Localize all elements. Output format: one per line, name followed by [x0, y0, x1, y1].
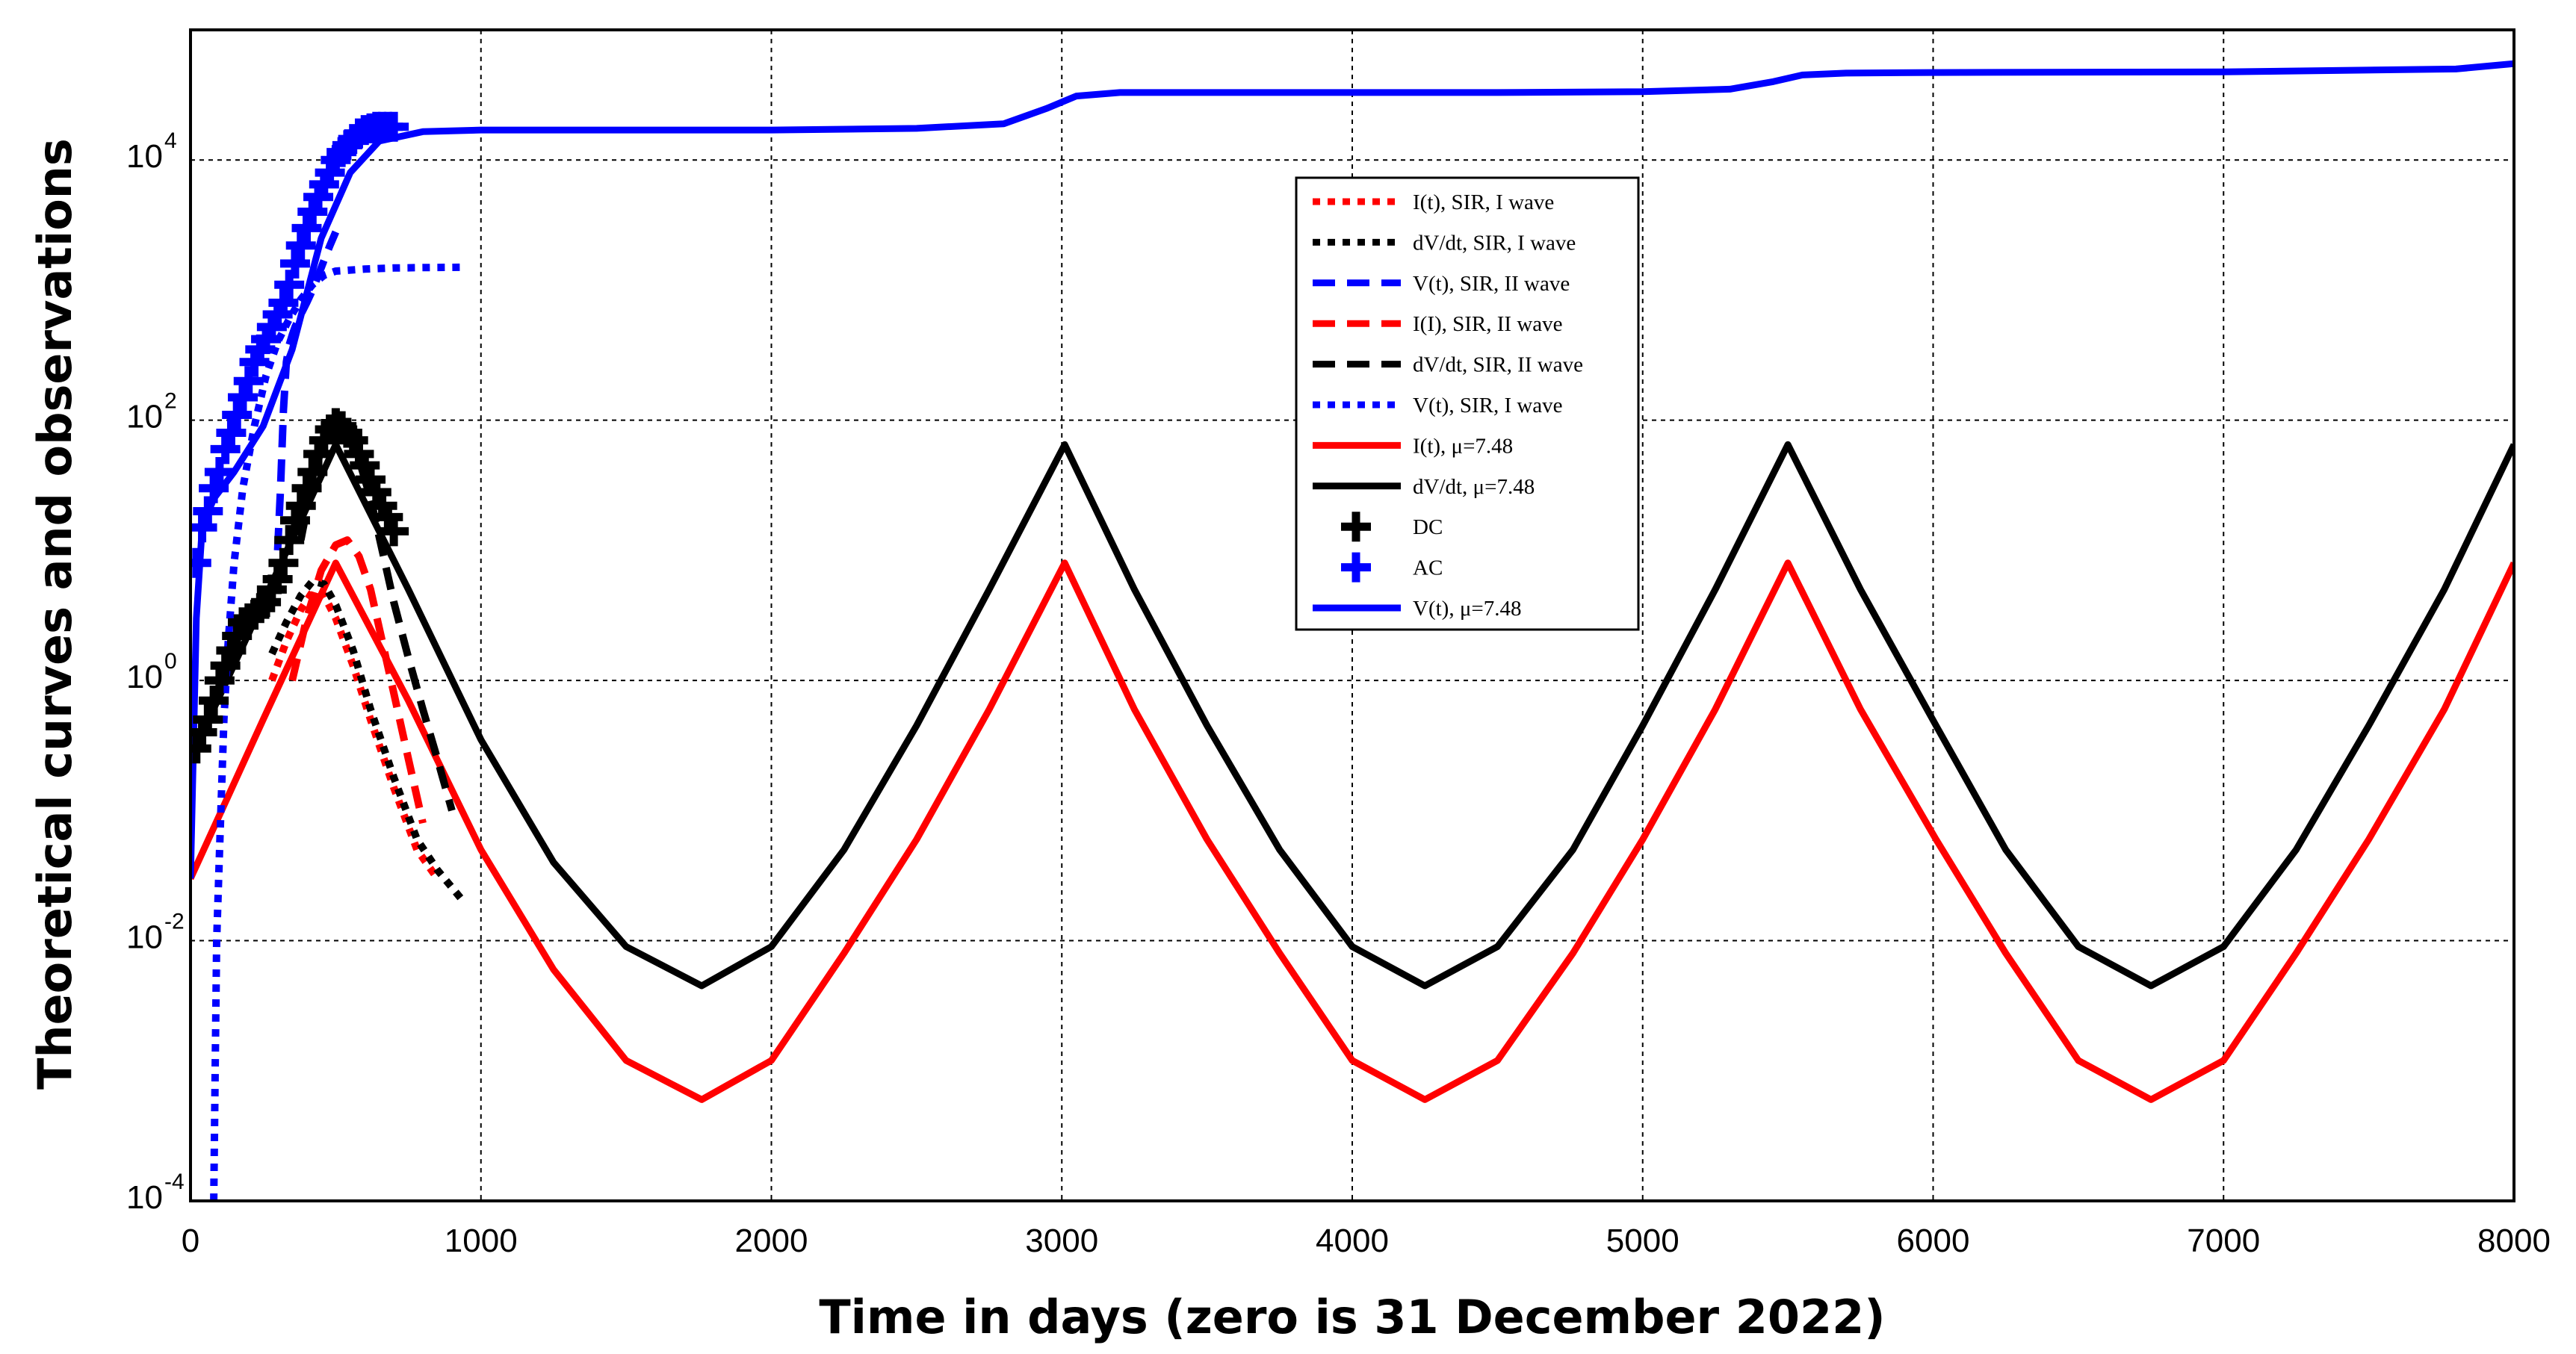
legend-entry-v-t-sir-ii-wave: V(t), SIR, II wave: [1313, 272, 1570, 296]
legend-label: dV/dt, μ=7.48: [1413, 475, 1535, 499]
x-tick-label: 6000: [1897, 1223, 1970, 1259]
data-point: [379, 516, 409, 547]
y-tick-exponent: 2: [164, 389, 177, 414]
legend-entry-dc: DC: [1341, 512, 1443, 542]
x-tick-label: 3000: [1025, 1223, 1098, 1259]
data-point: [291, 213, 322, 243]
x-tick-label: 1000: [445, 1223, 518, 1259]
x-axis-title: Time in days (zero is 31 December 2022): [819, 1290, 1885, 1344]
data-point: [297, 196, 328, 227]
legend-entry-ac: AC: [1341, 552, 1443, 583]
legend-entry-i-i-sir-ii-wave: I(I), SIR, II wave: [1313, 312, 1563, 336]
legend-label: I(I), SIR, II wave: [1413, 312, 1563, 336]
data-point: [191, 547, 211, 578]
data-point: [210, 434, 241, 465]
y-tick-label: 10: [126, 919, 163, 956]
legend-label: I(t), μ=7.48: [1413, 434, 1513, 458]
legend: I(t), SIR, I wave dV/dt, SIR, I wave V(t),…: [1295, 176, 1640, 631]
data-point: [262, 564, 293, 594]
x-tick-label: 2000: [735, 1223, 808, 1259]
legend-label: dV/dt, SIR, II wave: [1413, 353, 1583, 377]
data-point: [279, 248, 310, 279]
series-v-t-sir-ii-wave-line: [273, 230, 339, 551]
data-point: [204, 665, 235, 696]
legend-entry-dv-dt-sir-i-wave: dV/dt, SIR, I wave: [1313, 231, 1576, 255]
legend-entry-dv-dt-sir-ii-wave: dV/dt, SIR, II wave: [1313, 353, 1583, 377]
legend-entry-dv-dt-7-48: dV/dt, μ=7.48: [1313, 475, 1535, 499]
legend-label: DC: [1413, 515, 1443, 539]
series-dv-dt-sir-i-wave-line: [268, 577, 467, 904]
legend-entry-i-t-7-48: I(t), μ=7.48: [1313, 434, 1513, 458]
legend-marker: [1341, 552, 1371, 583]
legend-entry-v-t-sir-i-wave: V(t), SIR, I wave: [1313, 394, 1563, 417]
y-tick-label: 10: [126, 399, 163, 435]
data-point: [279, 505, 310, 535]
series-ac: [191, 111, 409, 578]
data-point: [222, 400, 253, 430]
series-dv-dt-sir-ii-wave-line: [297, 422, 456, 812]
legend-entry-i-t-sir-i-wave: I(t), SIR, I wave: [1313, 190, 1554, 214]
data-point: [268, 547, 299, 578]
x-tick-label: 4000: [1316, 1223, 1389, 1259]
data-point: [199, 473, 229, 503]
data-point: [233, 366, 264, 397]
series-dv-dt-7-48-line: [191, 441, 2514, 990]
series-v-t-7-48-line: [191, 60, 2514, 879]
y-axis-title: Theoretical curves and observations: [28, 138, 82, 1090]
series-i-i-sir-ii-wave-line: [288, 536, 427, 824]
x-tick-label: 8000: [2477, 1223, 2551, 1259]
plot-frame: [189, 28, 2515, 1202]
x-tick-label: 7000: [2187, 1223, 2260, 1259]
data-point: [285, 230, 316, 261]
y-tick-exponent: 0: [164, 649, 177, 674]
data-point: [379, 111, 409, 142]
data-point: [350, 450, 380, 481]
data-point: [210, 650, 241, 681]
y-tick-exponent: -4: [164, 1170, 185, 1194]
data-point: [199, 686, 229, 716]
series-layer: [191, 60, 2514, 1201]
y-tick-label: 10: [126, 659, 163, 695]
data-point: [274, 525, 305, 556]
y-tick-exponent: -2: [164, 910, 185, 934]
legend-label: I(t), SIR, I wave: [1413, 190, 1554, 214]
legend-label: V(t), μ=7.48: [1413, 597, 1521, 621]
x-tick-label: 0: [182, 1223, 199, 1259]
series-i-t-7-48-line: [191, 559, 2514, 1103]
legend-label: AC: [1413, 556, 1443, 580]
data-point: [216, 417, 247, 448]
legend-marker: [1341, 512, 1371, 542]
legend-label: dV/dt, SIR, I wave: [1413, 231, 1576, 255]
legend-label: V(t), SIR, II wave: [1413, 272, 1570, 296]
series-dc: [191, 408, 409, 764]
y-tick-label: 10: [126, 138, 163, 175]
data-point: [373, 502, 403, 532]
data-point: [285, 491, 316, 521]
data-point: [191, 512, 217, 543]
legend-label: V(t), SIR, I wave: [1413, 394, 1563, 417]
y-tick-exponent: 4: [164, 128, 177, 153]
legend-entry-v-t-7-48: V(t), μ=7.48: [1313, 597, 1521, 621]
series-i-t-sir-i-wave-line: [268, 588, 441, 881]
data-point: [193, 496, 223, 527]
data-point: [297, 456, 328, 487]
data-point: [204, 456, 235, 487]
data-point: [191, 733, 211, 764]
data-point: [268, 288, 299, 318]
data-point: [291, 473, 322, 503]
data-point: [227, 382, 258, 412]
data-point: [193, 704, 223, 735]
data-point: [216, 635, 247, 665]
x-tick-label: 5000: [1606, 1223, 1679, 1259]
data-point: [274, 270, 305, 300]
y-tick-label: 10: [126, 1179, 163, 1216]
